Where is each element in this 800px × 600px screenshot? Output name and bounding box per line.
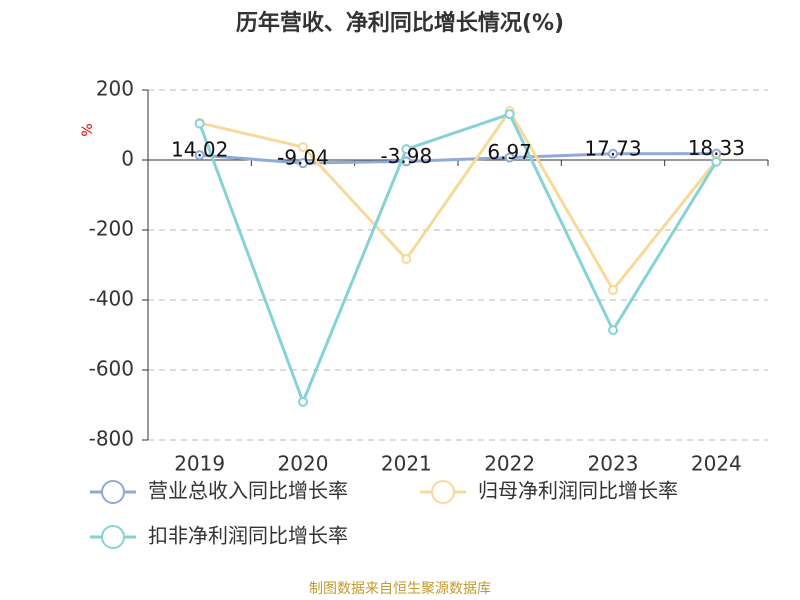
data-point — [504, 109, 515, 120]
data-point — [194, 118, 205, 129]
y-tick-label: -400 — [89, 287, 134, 311]
data-point — [298, 142, 308, 153]
data-label: 18.33 — [688, 136, 745, 160]
y-axis-label: % — [80, 123, 96, 136]
data-point — [298, 158, 308, 169]
data-point — [608, 148, 618, 159]
x-tick-label: 2023 — [588, 452, 639, 476]
legend-label: 营业总收入同比增长率 — [148, 479, 348, 503]
x-tick-label: 2020 — [278, 452, 329, 476]
series-line — [198, 112, 718, 406]
legend-marker — [101, 480, 125, 504]
data-point — [401, 144, 412, 155]
data-label: -3.98 — [380, 144, 432, 168]
x-tick-label: 2019 — [174, 452, 225, 476]
data-point — [298, 396, 308, 407]
legend-marker — [431, 480, 455, 504]
y-tick-label: 200 — [96, 77, 134, 101]
y-tick-label: -600 — [89, 357, 134, 381]
data-point — [401, 254, 412, 265]
x-tick-label: 2024 — [691, 452, 742, 476]
data-point — [504, 152, 515, 163]
data-point — [608, 325, 618, 336]
data-label: 6.97 — [487, 140, 532, 164]
data-label: 17.73 — [584, 136, 641, 160]
data-label: 14.02 — [171, 138, 228, 162]
y-tick-label: -200 — [89, 217, 134, 241]
y-tick-label: 0 — [121, 147, 134, 171]
legend-label: 扣非净利润同比增长率 — [148, 524, 348, 548]
chart-title: 历年营收、净利同比增长情况(%) — [236, 10, 564, 36]
x-tick-label: 2022 — [484, 452, 535, 476]
series-line — [199, 152, 717, 165]
legend-marker — [101, 525, 125, 549]
x-tick-label: 2021 — [381, 452, 432, 476]
data-point — [608, 284, 618, 295]
source-note: 制图数据来自恒生聚源数据库 — [309, 581, 491, 597]
data-point — [194, 150, 205, 161]
data-label: -9.04 — [277, 146, 329, 170]
data-point — [711, 156, 722, 167]
y-tick-label: -800 — [89, 427, 134, 451]
legend-label: 归母净利润同比增长率 — [478, 479, 678, 503]
series-line — [199, 108, 718, 293]
